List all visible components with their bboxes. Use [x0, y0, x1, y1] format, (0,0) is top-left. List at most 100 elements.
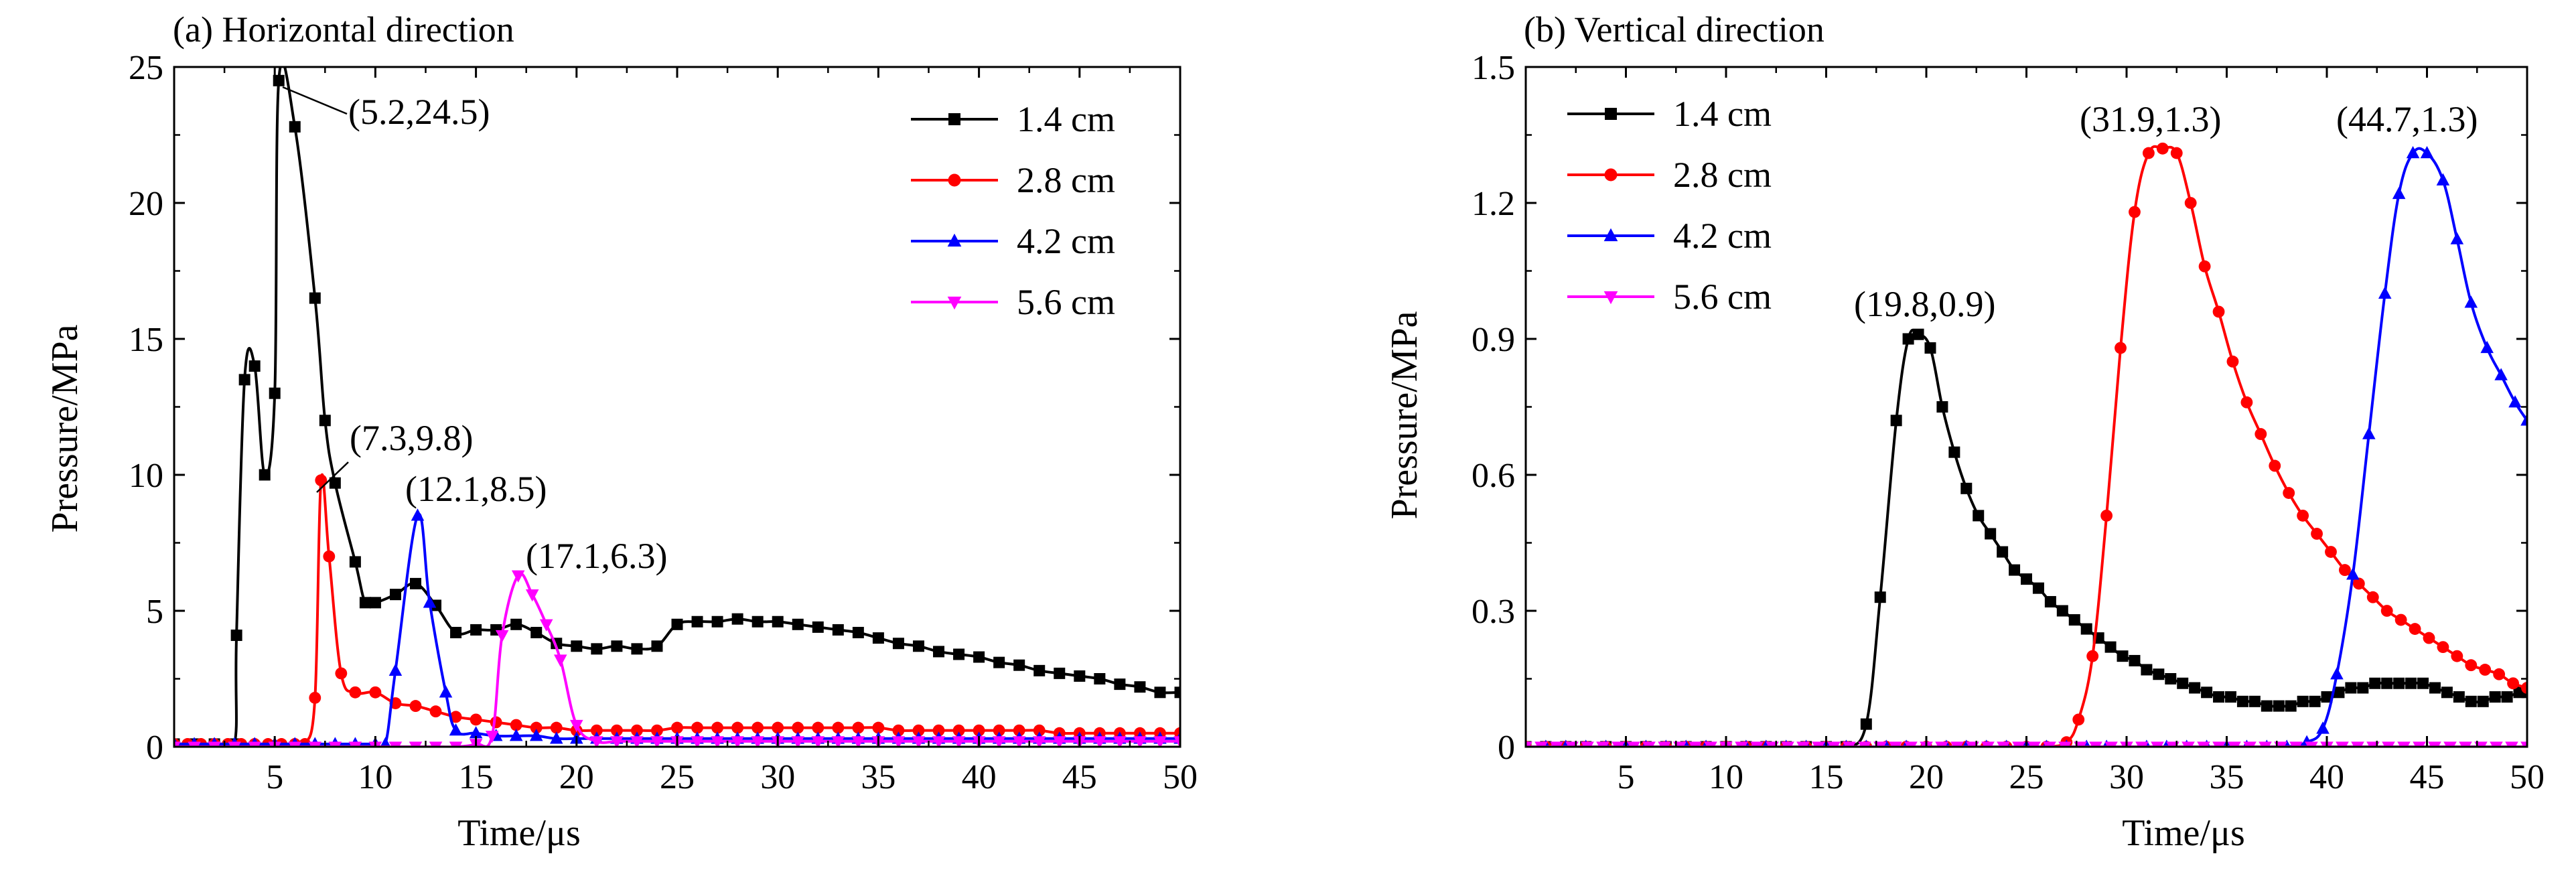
data-point [947, 233, 962, 247]
data-point [449, 723, 463, 736]
data-point [2357, 682, 2369, 694]
annotation: (17.1,6.3) [526, 536, 667, 576]
data-point [2397, 741, 2411, 747]
data-point [2409, 623, 2421, 635]
data-point [852, 721, 865, 734]
data-point [891, 736, 906, 747]
data-point [470, 624, 482, 636]
data-point [2346, 567, 2360, 580]
data-point [1581, 741, 1594, 747]
data-point [1093, 736, 1106, 747]
x-tick-label: 30 [760, 758, 795, 796]
data-point [1603, 291, 1618, 305]
series-5.6-cm [174, 570, 1180, 747]
data-point [892, 724, 905, 737]
data-point [2058, 741, 2072, 747]
data-point [2420, 145, 2434, 159]
data-point [2224, 691, 2236, 703]
data-point [2428, 741, 2441, 747]
data-point [2465, 659, 2478, 672]
data-point [1781, 741, 1794, 747]
data-point [2392, 186, 2406, 200]
data-point [248, 741, 261, 747]
data-point [380, 737, 391, 747]
data-point [2117, 650, 2129, 662]
data-point [2369, 677, 2381, 689]
data-point [2104, 741, 2118, 747]
data-point [1924, 342, 1936, 354]
data-point [2380, 605, 2393, 617]
data-point [2027, 741, 2041, 747]
x-tick-label: 30 [2109, 758, 2144, 796]
legend-label: 2.8 cm [1017, 160, 1115, 200]
data-point [2243, 741, 2257, 747]
data-point [2393, 677, 2405, 689]
data-point [2464, 295, 2478, 308]
data-point [948, 173, 961, 187]
x-tick-label: 15 [459, 758, 494, 796]
data-point [2394, 613, 2407, 626]
data-point [912, 724, 925, 737]
data-point [550, 721, 563, 734]
data-point [2366, 591, 2379, 603]
data-point [1627, 741, 1640, 747]
data-point [335, 667, 348, 680]
data-point [2135, 741, 2149, 747]
data-point [2021, 573, 2032, 585]
data-point [2212, 741, 2226, 747]
data-point [174, 741, 181, 747]
data-point [1526, 741, 1532, 747]
data-point [1094, 673, 1106, 684]
data-point [2044, 595, 2056, 607]
data-point [315, 474, 328, 487]
data-point [2450, 232, 2464, 244]
data-point [2436, 173, 2450, 186]
data-point [1735, 741, 1748, 747]
data-point [1950, 741, 1964, 747]
data-point [2505, 741, 2518, 747]
data-point [2177, 677, 2189, 689]
data-point [289, 121, 301, 133]
annotation: (44.7,1.3) [2336, 99, 2478, 139]
y-tick-label: 1.2 [1472, 185, 1515, 223]
data-point [1054, 667, 1066, 679]
data-point [2285, 700, 2297, 712]
annotation-leader [282, 86, 348, 115]
data-point [1012, 736, 1026, 747]
data-point [1534, 741, 1548, 747]
data-point [1604, 168, 1618, 182]
data-point [530, 721, 543, 734]
data-point [2351, 741, 2364, 747]
data-point [510, 719, 522, 731]
data-point [539, 619, 553, 632]
series-4.2-cm [1526, 145, 2527, 747]
x-tick-label: 45 [1062, 758, 1097, 796]
legend-label: 5.6 cm [1017, 282, 1115, 322]
data-point [1902, 333, 1914, 345]
x-tick-label: 40 [962, 758, 997, 796]
data-point [792, 618, 804, 630]
panel-horizontal: (a) Horizontal direction Time/μs Pressur… [44, 9, 1198, 854]
data-point [2441, 686, 2453, 699]
data-point [2198, 260, 2211, 273]
data-point [188, 741, 201, 747]
legend-label: 4.2 cm [1673, 216, 1772, 256]
series-2.8-cm [174, 473, 1180, 747]
data-point [2283, 487, 2295, 499]
data-point [309, 292, 321, 304]
data-point [752, 615, 764, 628]
data-point [1689, 741, 1702, 747]
data-point [752, 721, 764, 734]
data-point [2104, 641, 2117, 653]
data-point [1889, 741, 1902, 747]
data-point [631, 643, 643, 655]
series-line [1526, 145, 2527, 747]
data-point [2213, 691, 2225, 703]
data-point [2382, 741, 2395, 747]
annotation: (7.3,9.8) [350, 418, 473, 458]
data-point [449, 741, 463, 747]
data-point [2321, 691, 2333, 703]
data-point [238, 374, 251, 386]
data-point [511, 570, 525, 583]
